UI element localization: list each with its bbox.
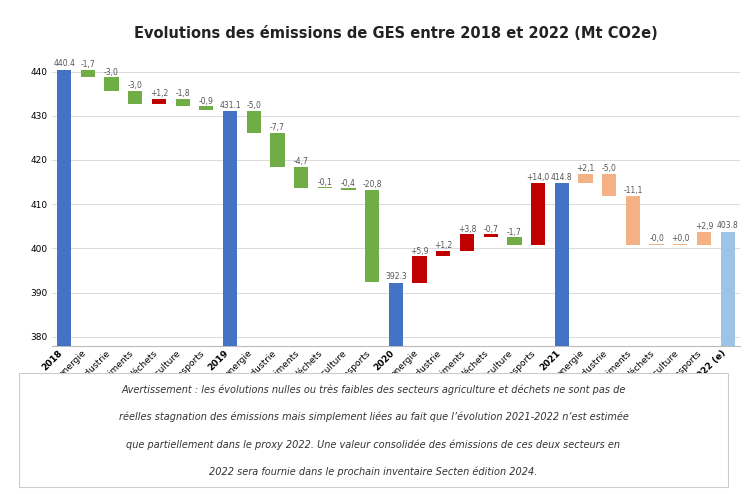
Bar [531,183,545,245]
Text: Avertissement : les évolutions nulles ou très faibles des secteurs agriculture e: Avertissement : les évolutions nulles ou… [121,385,626,395]
Text: -5,0: -5,0 [602,164,616,173]
Bar [247,111,261,133]
Text: -0,1: -0,1 [317,177,332,187]
Text: 414.8: 414.8 [551,173,573,182]
Bar [412,256,427,283]
Text: -4,7: -4,7 [294,158,309,166]
Text: -7,7: -7,7 [270,124,285,132]
Title: Evolutions des émissions de GES entre 2018 et 2022 (Mt CO2e): Evolutions des émissions de GES entre 20… [134,26,658,41]
Text: +2,1: +2,1 [577,164,595,173]
Text: +5,9: +5,9 [410,247,429,256]
Bar [365,190,379,282]
Text: -1,7: -1,7 [507,228,521,237]
Bar [602,174,616,196]
Text: -11,1: -11,1 [623,186,642,195]
Text: que partiellement dans le proxy 2022. Une valeur consolidée des émissions de ces: que partiellement dans le proxy 2022. Un… [126,439,621,450]
Text: 440.4: 440.4 [53,59,75,69]
Bar [673,244,687,245]
Bar [578,174,592,183]
Bar [270,133,285,167]
Text: -0,4: -0,4 [341,179,356,188]
Text: -3,0: -3,0 [128,81,143,90]
Text: +3,8: +3,8 [458,225,476,234]
Text: -5,0: -5,0 [247,101,261,110]
Bar [105,77,119,90]
Text: +0,0: +0,0 [671,234,689,243]
Text: 392.3: 392.3 [385,272,407,281]
Bar [57,70,71,346]
Bar [388,283,403,346]
Bar [721,232,735,346]
Text: 431.1: 431.1 [219,101,241,110]
Bar [128,90,143,104]
Bar [626,196,640,245]
Text: -0,0: -0,0 [649,234,664,243]
Bar [460,234,474,251]
Text: +2,9: +2,9 [695,222,713,232]
Text: -3,0: -3,0 [104,68,119,77]
Text: -1,8: -1,8 [176,89,190,98]
Text: -20,8: -20,8 [362,180,382,189]
Text: 403.8: 403.8 [717,221,739,230]
Text: -1,7: -1,7 [81,60,95,69]
Bar [341,188,356,190]
Bar [555,183,569,346]
Text: +1,2: +1,2 [150,89,168,98]
Text: 2022 sera fournie dans le prochain inventaire Secten édition 2024.: 2022 sera fournie dans le prochain inven… [209,466,538,477]
Bar [697,232,711,245]
Text: réelles stagnation des émissions mais simplement liées au fait que l’évolution 2: réelles stagnation des émissions mais si… [119,412,628,422]
Bar [483,234,498,238]
Bar [223,111,237,346]
Bar [649,244,663,245]
Bar [176,98,190,107]
Bar [152,98,166,104]
FancyBboxPatch shape [19,373,728,487]
Bar [81,70,95,77]
Text: +14,0: +14,0 [527,173,550,182]
Text: +1,2: +1,2 [434,242,453,250]
Bar [436,251,450,256]
Bar [199,107,214,111]
Bar [294,167,309,188]
Bar [507,238,521,245]
Bar [317,187,332,188]
Text: -0,7: -0,7 [483,225,498,234]
Text: -0,9: -0,9 [199,97,214,106]
